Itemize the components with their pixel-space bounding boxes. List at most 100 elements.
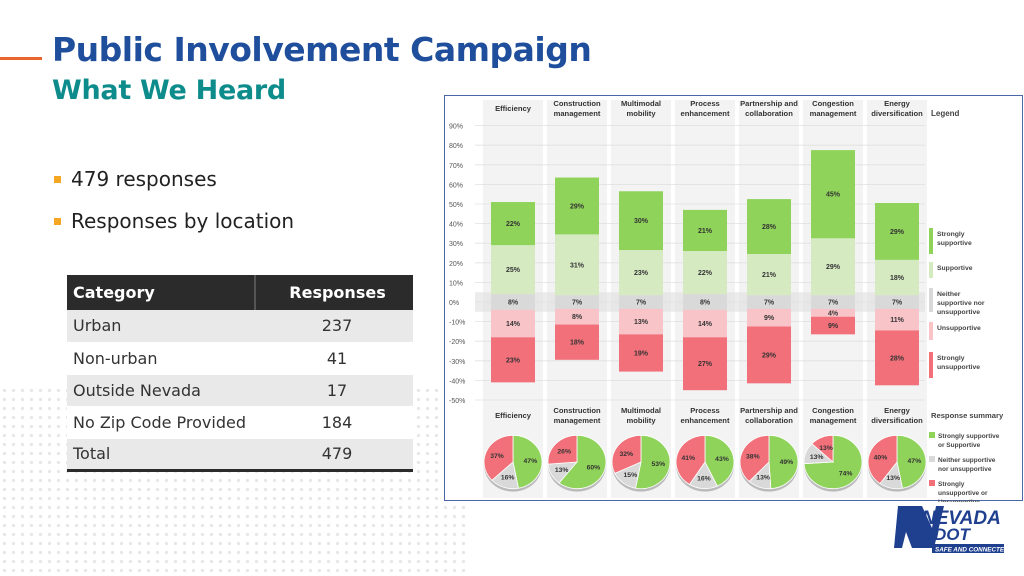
pie-slice [635, 434, 671, 490]
bullet-square-icon [54, 175, 61, 183]
bar-data-label: 19% [634, 350, 649, 357]
bar-category-label: management [554, 109, 601, 118]
table-cell-category: Non-urban [67, 342, 255, 375]
nevada-dot-logo: NEVADA DOT SAFE AND CONNECTED [894, 506, 1009, 554]
y-tick-label: 80% [449, 143, 463, 150]
y-tick-label: -40% [449, 378, 465, 385]
bar-data-label: 31% [570, 262, 585, 269]
bar-data-label: 22% [506, 221, 521, 228]
pie-legend-swatch [929, 432, 935, 438]
table-cell-responses: 237 [255, 310, 413, 343]
bar-data-label: 28% [890, 355, 905, 362]
pie-data-label: 38% [746, 454, 760, 461]
responses-table: Category Responses Urban 237 Non-urban 4… [67, 275, 413, 472]
pie-data-label: 13% [819, 445, 833, 452]
pie-data-label: 41% [681, 455, 695, 462]
bar-segment [491, 309, 535, 338]
y-tick-label: 50% [449, 202, 463, 209]
bar-data-label: 14% [506, 321, 521, 328]
bar-segment [747, 326, 791, 384]
bar-segment [683, 294, 727, 310]
pie-slice [768, 434, 799, 490]
pie-data-label: 15% [624, 472, 638, 479]
pie-slice [811, 434, 834, 463]
pie-legend-label: or Supportive [938, 442, 981, 449]
bar-segment [619, 295, 663, 309]
bar-data-label: 8% [700, 300, 711, 307]
pie-category-label: Congestion [812, 406, 854, 415]
bar-category-label: Construction [553, 99, 601, 108]
pie-category-label: Partnership and [740, 406, 798, 415]
bar-category-label: Efficiency [495, 104, 532, 113]
bar-segment [491, 294, 535, 310]
pie-category-label: Construction [553, 406, 601, 415]
pie-slice [547, 434, 578, 465]
pie-category-label: Efficiency [495, 411, 532, 420]
legend-title: Legend [931, 109, 960, 118]
y-tick-label: -30% [449, 359, 465, 366]
pie-category-label: Process [690, 406, 720, 415]
bar-category-label: collaboration [745, 109, 793, 118]
pie-legend-swatch [929, 480, 935, 486]
bar-data-label: 7% [636, 300, 647, 307]
bar-segment [491, 202, 535, 246]
table-total-row: Total 479 [67, 438, 413, 472]
bar-segment [875, 203, 919, 260]
legend-label: Neither [937, 291, 961, 298]
bar-category-label: mobility [626, 109, 656, 118]
bar-data-label: 18% [570, 340, 585, 347]
logo-dot-text: DOT [934, 525, 972, 544]
pie-data-label: 74% [839, 470, 853, 477]
bar-segment [683, 251, 727, 295]
table-cell-responses: 479 [255, 438, 413, 472]
bar-category-label: diversification [871, 109, 923, 118]
pie-data-label: 40% [874, 455, 888, 462]
bar-data-label: 9% [828, 323, 839, 330]
bar-segment [811, 150, 855, 239]
y-tick-label: 10% [449, 280, 463, 287]
bar-category-label: Multimodal [621, 99, 661, 108]
pie-slice [611, 434, 642, 474]
bar-segment [491, 337, 535, 383]
legend-swatch [929, 352, 933, 378]
pie-data-label: 37% [490, 453, 504, 460]
pie-data-label: 47% [524, 458, 538, 465]
legend-label: unsupportive [937, 364, 980, 371]
pie-slice [867, 434, 898, 485]
pie-slice [896, 434, 927, 489]
y-tick-label: -20% [449, 339, 465, 346]
y-tick-label: -50% [449, 398, 465, 405]
chart-svg: 90% 80% 70% 60% 50% 40% 30% 20% 10% 0% -10% -20% -30… [449, 99, 1004, 502]
y-tick-label: -10% [449, 320, 465, 327]
y-tick-label: 0% [449, 300, 459, 307]
bullet-text: Responses by location [71, 209, 295, 233]
y-tick-label: 30% [449, 241, 463, 248]
legend-swatch [929, 322, 933, 340]
logo-nevada-text: NEVADA [922, 508, 1001, 529]
bar-segment [683, 309, 727, 338]
pie-category-label: management [810, 416, 857, 425]
bar-data-label: 8% [508, 300, 519, 307]
pie-data-label: 32% [620, 451, 634, 458]
bar-segment [875, 330, 919, 386]
pie-slice [558, 434, 607, 490]
bar-segment [747, 308, 791, 327]
table-cell-responses: 41 [255, 342, 413, 375]
bar-data-label: 13% [634, 319, 649, 326]
bar-data-label: 27% [698, 361, 713, 368]
bullet-list: 479 responses Responses by location [54, 158, 294, 242]
bullet-text: 479 responses [71, 167, 217, 191]
pie-category-label: collaboration [745, 416, 793, 425]
bar-data-label: 7% [572, 300, 583, 307]
y-tick-label: 60% [449, 182, 463, 189]
logo-tagline-text: SAFE AND CONNECTED [935, 547, 1009, 554]
bar-data-label: 45% [826, 192, 841, 199]
bar-segment [683, 209, 727, 252]
bar-segment [619, 191, 663, 251]
bar-segment [619, 308, 663, 335]
pie-category-label: diversification [871, 416, 923, 425]
pie-legend-label: nor unsupportive [938, 466, 992, 473]
pie-legend-label: Strongly supportive [938, 433, 1000, 440]
bullet-square-icon [54, 217, 61, 225]
pie-slice [739, 434, 770, 482]
